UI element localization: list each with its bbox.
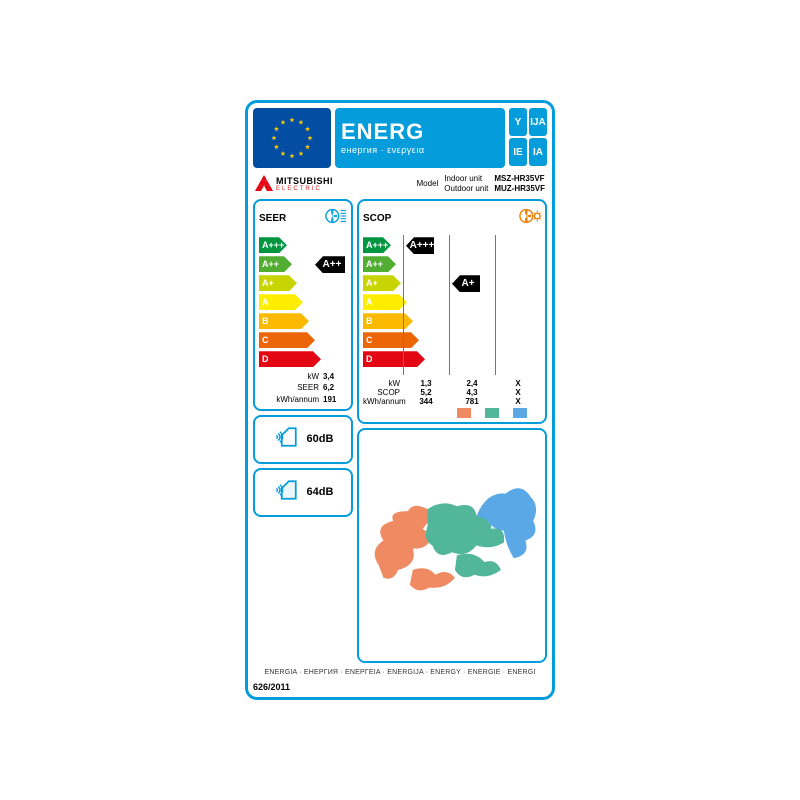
- brand-name: MITSUBISHI: [276, 176, 333, 186]
- rating-indicator: A++: [315, 256, 345, 273]
- efficiency-class-bar: A++: [363, 256, 396, 272]
- header-banner: ENERG енергия · ενεργεια Y IJA IE IA: [253, 108, 547, 168]
- spec-key: SEER: [259, 382, 319, 393]
- spec-value: X: [495, 379, 541, 388]
- eu-flag: [253, 108, 331, 168]
- right-column: SCOP: [357, 199, 547, 663]
- climate-swatch: [485, 408, 499, 418]
- seer-panel: SEER A+++ A++ A++ A+ ABCD: [253, 199, 353, 411]
- spec-key: SCOP: [363, 388, 403, 397]
- spec-value: 6,2: [323, 382, 347, 393]
- spec-value: 4,3: [449, 388, 495, 397]
- footer-languages: ENERGIA · ЕНЕРГИЯ · ΕΝΕΡΓΕΙΑ · ENERGIJA …: [253, 669, 547, 676]
- fan-heat-icon: [519, 205, 541, 232]
- efficiency-class-bar: A: [363, 294, 407, 310]
- efficiency-class-bar: B: [259, 313, 309, 329]
- spec-value: 5,2: [403, 388, 449, 397]
- efficiency-class-bar: A+: [363, 275, 401, 291]
- spec-key: kW: [363, 379, 403, 388]
- lang-code: IE: [509, 138, 527, 166]
- scop-class-bars: A+++A++A+ABCD: [363, 237, 403, 375]
- efficiency-class-bar: A+: [259, 275, 297, 291]
- regulation-number: 626/2011: [253, 682, 547, 692]
- europe-map-icon: [359, 430, 545, 661]
- outdoor-sound-panel: 64dB: [253, 468, 353, 517]
- indoor-unit-code: MSZ-HR35VF: [494, 174, 545, 184]
- eu-stars-icon: [265, 111, 319, 165]
- spec-value: 191: [323, 394, 347, 405]
- left-column: SEER A+++ A++ A++ A+ ABCD: [253, 199, 353, 663]
- energ-subtitle: енергия · ενεργεια: [341, 145, 499, 155]
- spec-value: X: [495, 397, 541, 406]
- climate-swatch: [457, 408, 471, 418]
- energ-title: ENERG: [341, 121, 499, 143]
- spec-key: kWh/annum: [259, 394, 319, 405]
- scop-col-average: A+: [449, 235, 495, 375]
- indoor-unit-label: Indoor unit: [444, 174, 488, 184]
- efficiency-class-bar: A+++: [363, 237, 391, 253]
- scop-panel: SCOP: [357, 199, 547, 424]
- indoor-sound-panel: 60dB: [253, 415, 353, 464]
- spec-value: 3,4: [323, 371, 347, 382]
- rating-indicator: A+++: [406, 237, 434, 254]
- main-grid: SEER A+++A++A++A+ABCD: [253, 199, 547, 663]
- spec-value: X: [495, 388, 541, 397]
- model-label: Model: [417, 179, 439, 188]
- efficiency-class-bar: A: [259, 294, 303, 310]
- climate-swatches: [363, 408, 541, 418]
- efficiency-class-bar: C: [259, 332, 315, 348]
- climate-swatch: [513, 408, 527, 418]
- seer-specs: kW 3,4 SEER 6,2 kWh/annum 191: [259, 371, 347, 405]
- brand-sub: ELECTRIC: [276, 186, 333, 192]
- outdoor-sound-value: 64dB: [307, 486, 334, 498]
- scop-columns: A+++A++A+ABCD A+++ A+: [363, 235, 541, 375]
- europe-climate-map: [357, 428, 547, 663]
- seer-class-bars: A+++ A++ A++ A+ ABCD: [259, 237, 347, 367]
- efficiency-class-bar: D: [259, 351, 321, 367]
- spec-value: 344: [403, 397, 449, 406]
- spec-value: 781: [449, 397, 495, 406]
- lang-code: IJA: [529, 108, 547, 136]
- scop-specs: kW1,32,4X SCOP5,24,3XkWh/annum344781X: [363, 379, 541, 406]
- indoor-sound-icon: [273, 423, 301, 456]
- indoor-sound-value: 60dB: [307, 433, 334, 445]
- spec-value: 1,3: [403, 379, 449, 388]
- spec-key: kWh/annum: [363, 397, 403, 406]
- model-info: Model Indoor unit Outdoor unit MSZ-HR35V…: [417, 174, 546, 193]
- scop-col-warm: A+++: [403, 235, 449, 375]
- lang-code: Y: [509, 108, 527, 136]
- spec-value: 2,4: [449, 379, 495, 388]
- efficiency-class-bar: A+++: [259, 237, 287, 253]
- outdoor-unit-label: Outdoor unit: [444, 184, 488, 194]
- rating-indicator: A+: [452, 275, 480, 292]
- lang-code-grid: Y IJA IE IA: [509, 108, 547, 168]
- scop-col-cold: [495, 235, 541, 375]
- fan-cool-icon: [325, 205, 347, 232]
- brand-model-row: MITSUBISHI ELECTRIC Model Indoor unit Ou…: [253, 172, 547, 195]
- outdoor-unit-code: MUZ-HR35VF: [494, 184, 545, 194]
- energ-block: ENERG енергия · ενεργεια: [335, 108, 505, 168]
- energy-label: ENERG енергия · ενεργεια Y IJA IE IA M: [245, 100, 555, 700]
- scop-title: SCOP: [363, 213, 391, 224]
- lang-code: IA: [529, 138, 547, 166]
- brand-logo: MITSUBISHI ELECTRIC: [255, 175, 333, 193]
- outdoor-sound-icon: [273, 476, 301, 509]
- mitsubishi-logo-icon: [255, 175, 273, 193]
- seer-title: SEER: [259, 213, 286, 224]
- efficiency-class-bar: A++: [259, 256, 292, 272]
- spec-key: kW: [259, 371, 319, 382]
